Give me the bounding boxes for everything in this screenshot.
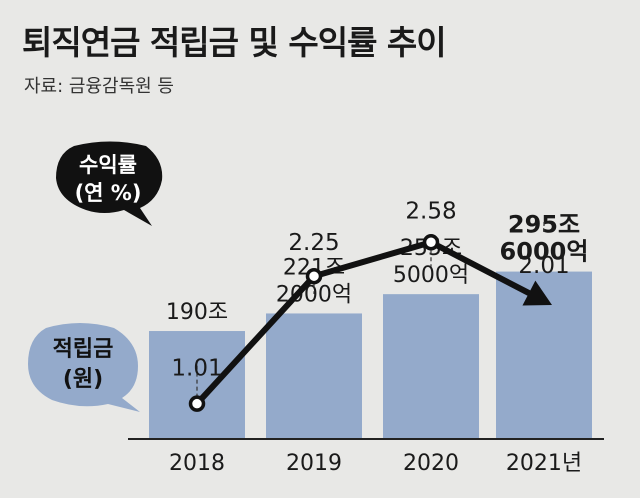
yield-point-0 [188, 395, 206, 412]
yield-line [194, 239, 538, 407]
legend-bubble-yield [56, 141, 163, 226]
x-tick-label-2: 2020 [403, 451, 459, 476]
yield-value-label-0: 1.01 [171, 356, 222, 382]
legend-yield-label-1: (연 %) [75, 181, 142, 205]
x-tick-label-1: 2019 [286, 451, 342, 476]
legend-yield-label-0: 수익률 [79, 153, 137, 177]
source-note: 자료: 금융감독원 등 [24, 76, 174, 97]
legend-reserves-label-1: (원) [63, 367, 103, 392]
legend-bubble-reserves [28, 323, 140, 412]
yield-value-label-2: 2.58 [405, 198, 456, 224]
yield-point-1 [305, 267, 323, 285]
x-tick-label-0: 2018 [169, 451, 225, 476]
yield-value-label-1: 2.25 [288, 230, 339, 256]
chart-title: 퇴직연금 적립금 및 수익률 추이 [22, 23, 447, 62]
yield-arrow-head [522, 280, 552, 306]
yield-point-2 [422, 234, 440, 251]
bar-value-label-2-1: 5000억 [393, 263, 469, 288]
legend-reserves-label-0: 적립금 [53, 337, 114, 362]
bar-2018 [149, 331, 245, 438]
yield-value-label-3: 2.01 [518, 253, 569, 279]
x-tick-label-3: 2021년 [506, 451, 582, 476]
bar-2020 [383, 294, 479, 438]
bar-value-label-0-0: 190조 [166, 300, 228, 325]
bar-2019 [266, 313, 362, 438]
bar-value-label-3-1: 6000억 [500, 238, 589, 266]
